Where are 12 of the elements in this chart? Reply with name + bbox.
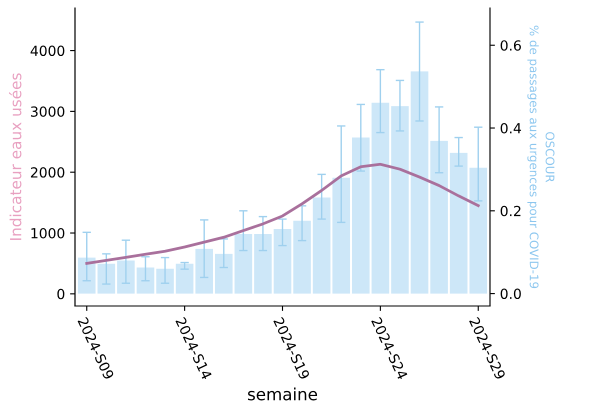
y2-axis-title: OSCOUR % de passages aux urgences pour COVID-19 [527, 26, 554, 288]
x-axis-title: semaine [248, 388, 318, 400]
y-axis-title: Indicateur eaux usées [8, 73, 22, 240]
y-tick-label: 3000 [30, 106, 64, 117]
y-tick-label: 0 [57, 288, 64, 300]
y-tick-label: 1000 [31, 228, 64, 238]
y-tick-label: 2000 [30, 167, 64, 178]
y2-tick-label: 0.6 [500, 40, 521, 51]
y2-tick-label: 0.2 [500, 206, 520, 216]
y2-tick-label: 0.4 [500, 122, 522, 134]
y2-tick-label: 0.0 [500, 288, 521, 300]
y-tick-label: 4000 [30, 46, 64, 56]
